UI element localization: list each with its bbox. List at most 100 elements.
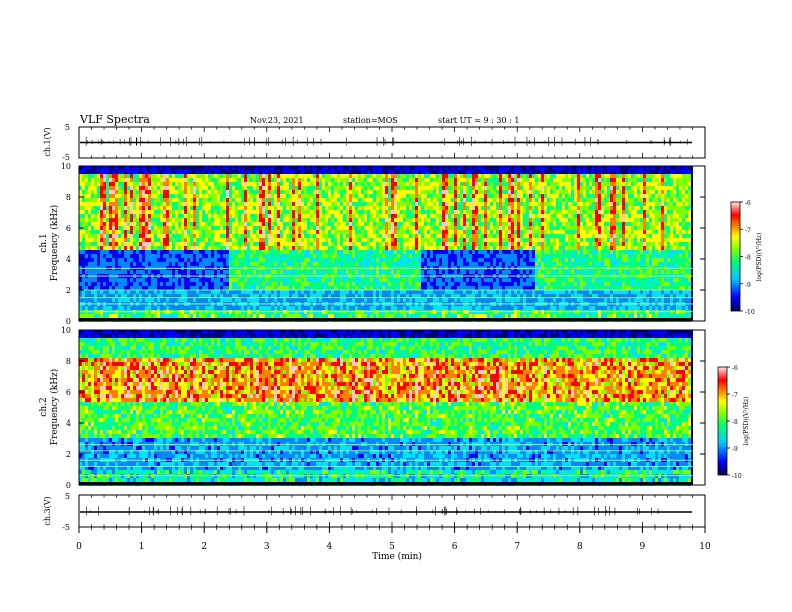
spectrogram-cell — [157, 198, 160, 202]
spectrogram-cell — [361, 282, 364, 286]
spectrogram-cell — [235, 234, 238, 238]
spectrogram-cell — [331, 226, 334, 230]
spectrogram-cell — [271, 230, 274, 234]
spectrogram-cell — [436, 262, 439, 266]
spectrogram-cell — [127, 238, 130, 242]
spectrogram-cell — [433, 250, 436, 254]
spectrogram-cell — [385, 290, 388, 294]
spectrogram-cell — [136, 190, 139, 194]
spectrogram-cell — [106, 258, 109, 262]
spectrogram-cell — [136, 186, 139, 190]
spectrogram-cell — [130, 186, 133, 190]
spectrogram-cell — [283, 258, 286, 262]
spectrogram-cell — [250, 290, 253, 294]
spectrogram-cell — [418, 278, 421, 282]
spectrogram-cell — [343, 186, 346, 190]
spectrogram-cell — [286, 282, 289, 286]
spectrogram-cell — [325, 238, 328, 242]
spectrogram-cell — [271, 194, 274, 198]
spectrogram-cell — [307, 190, 310, 194]
spectrogram-cell — [283, 186, 286, 190]
spectrogram-cell — [214, 254, 217, 258]
spectrogram-cell — [169, 306, 172, 310]
spectrogram-cell — [259, 190, 262, 194]
spectrogram-cell — [202, 174, 205, 178]
spectrogram-cell — [184, 174, 187, 178]
spectrogram-cell — [121, 206, 124, 210]
spectrogram-cell — [94, 234, 97, 238]
spectrogram-cell — [334, 166, 337, 170]
spectrogram-cell — [358, 182, 361, 186]
spectrogram-cell — [391, 270, 394, 274]
spectrogram-cell — [247, 270, 250, 274]
spectrogram-cell — [259, 214, 262, 218]
spectrogram-cell — [349, 190, 352, 194]
spectrogram-cell — [115, 178, 118, 182]
spectrogram-cell — [364, 190, 367, 194]
spectrogram-cell — [154, 290, 157, 294]
spectrogram-cell — [214, 262, 217, 266]
spectrogram-cell — [271, 186, 274, 190]
spectrogram-cell — [313, 226, 316, 230]
spectrogram-cell — [424, 234, 427, 238]
spectrogram-cell — [358, 254, 361, 258]
spectrogram-cell — [163, 258, 166, 262]
spectrogram-cell — [337, 202, 340, 206]
spectrogram-cell — [376, 234, 379, 238]
spectrogram-cell — [253, 278, 256, 282]
spectrogram-cell — [373, 178, 376, 182]
spectrogram-cell — [265, 210, 268, 214]
spectrogram-cell — [334, 218, 337, 222]
spectrogram-cell — [178, 254, 181, 258]
spectrogram-cell — [262, 190, 265, 194]
spectrogram-cell — [355, 254, 358, 258]
spectrogram-cell — [142, 314, 145, 318]
spectrogram-cell — [385, 246, 388, 250]
spectrogram-cell — [181, 306, 184, 310]
spectrogram-cell — [343, 178, 346, 182]
spectrogram-cell — [439, 202, 442, 206]
spectrogram-cell — [166, 258, 169, 262]
spectrogram-cell — [421, 182, 424, 186]
ch1-ytick-top: 5 — [65, 123, 70, 132]
spectrogram-cell — [91, 314, 94, 318]
spectrogram-cell — [382, 306, 385, 310]
spectrogram-cell — [154, 298, 157, 302]
spectrogram-cell — [313, 298, 316, 302]
spectrogram-cell — [241, 230, 244, 234]
spectrogram-cell — [391, 198, 394, 202]
spectrogram-cell — [262, 286, 265, 290]
spectrogram-cell — [238, 222, 241, 226]
spectrogram-cell — [367, 262, 370, 266]
spectrogram-cell — [178, 234, 181, 238]
spectrogram-cell — [223, 222, 226, 226]
spectrogram-cell — [244, 282, 247, 286]
spectrogram-cell — [163, 166, 166, 170]
spectrogram-cell — [244, 286, 247, 290]
spectrogram-cell — [82, 198, 85, 202]
spectrogram-cell — [349, 194, 352, 198]
spectrogram-cell — [301, 286, 304, 290]
spectrogram-cell — [301, 306, 304, 310]
spectrogram-cell — [226, 206, 229, 210]
spectrogram-cell — [445, 174, 448, 178]
spectrogram-cell — [265, 270, 268, 274]
spectrogram-cell — [358, 218, 361, 222]
spectrogram-cell — [103, 202, 106, 206]
spectrogram-cell — [346, 234, 349, 238]
spectrogram-cell — [388, 282, 391, 286]
spectrogram-cell — [337, 210, 340, 214]
spectrogram-cell — [391, 166, 394, 170]
spectrogram-cell — [211, 298, 214, 302]
spectrogram-cell — [409, 314, 412, 318]
spectrogram-cell — [409, 270, 412, 274]
spectrogram-cell — [322, 278, 325, 282]
spectrogram-cell — [229, 182, 232, 186]
spectrogram-cell — [154, 226, 157, 230]
spectrogram-cell — [85, 218, 88, 222]
spectrogram-cell — [307, 182, 310, 186]
spectrogram-cell — [223, 298, 226, 302]
spectrogram-cell — [274, 254, 277, 258]
spectrogram-cell — [121, 242, 124, 246]
spectrogram-cell — [103, 186, 106, 190]
